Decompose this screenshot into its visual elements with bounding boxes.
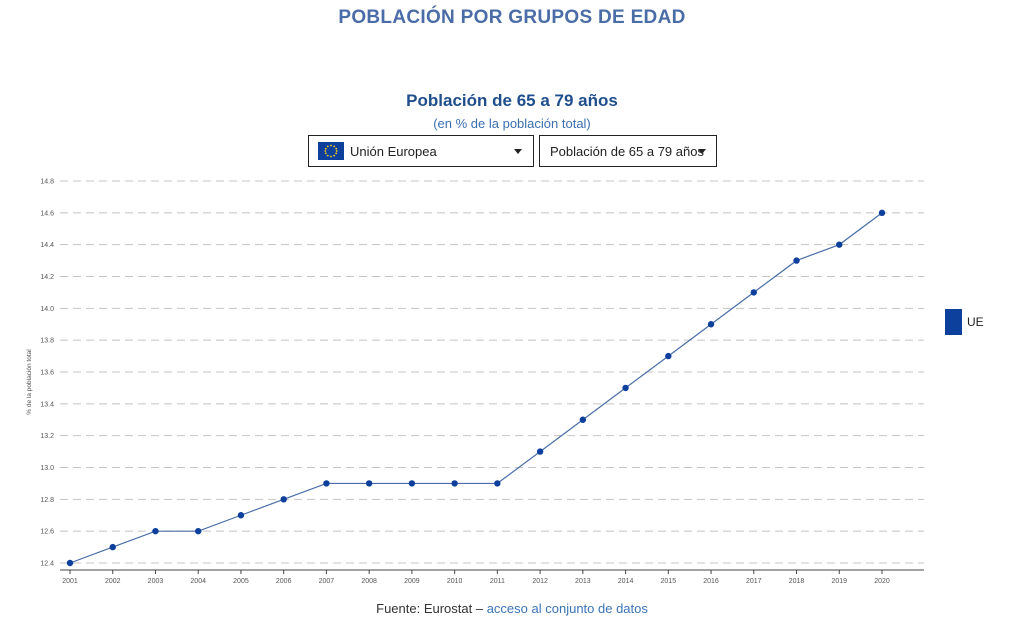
country-dropdown-label: Unión Europea [350,143,437,159]
y-tick-label: 12.4 [40,561,54,568]
series-line-ue [69,212,883,564]
x-tick-label: 2012 [532,578,548,585]
data-point [793,257,800,264]
dataset-link[interactable]: acceso al conjunto de datos [486,601,648,616]
y-tick-label: 14.0 [40,306,54,313]
data-point [66,559,74,567]
x-tick-label: 2010 [447,578,463,585]
x-tick-label: 2008 [361,578,377,585]
x-tick-label: 2016 [703,578,719,585]
y-tick-label: 14.4 [40,242,54,249]
data-point [622,384,629,392]
source-line: Fuente: Eurostat – acceso al conjunto de… [0,601,1024,616]
indicator-dropdown-label: Población de 65 a 79 años [550,143,704,159]
x-tick-label: 2007 [319,578,335,585]
y-tick-label: 13.8 [40,338,54,345]
data-point [836,241,843,248]
x-tick-label: 2013 [575,578,591,585]
y-tick-label: 13.6 [40,370,54,377]
x-tick-label: 2006 [276,578,292,585]
x-tick-label: 2002 [105,578,121,585]
data-point [280,496,287,503]
legend-label: UE [967,315,984,329]
data-point [579,416,587,423]
eu-flag-icon [318,142,344,160]
x-tick-label: 2009 [404,578,420,585]
data-point [408,480,416,487]
y-tick-label: 13.4 [40,401,54,408]
y-tick-label: 13.2 [40,433,54,440]
x-tick-label: 2014 [618,578,634,585]
data-point [109,543,116,551]
chart-title: Población de 65 a 79 años [406,91,618,110]
data-point [323,480,330,487]
x-tick-label: 2018 [789,578,805,585]
y-tick-label: 12.6 [40,529,54,536]
page-heading: POBLACIÓN POR GRUPOS DE EDAD [338,7,686,28]
x-tick-label: 2015 [661,578,677,585]
data-point [750,289,757,296]
data-point [195,527,202,535]
x-tick-label: 2011 [490,578,505,585]
data-point [878,209,886,217]
y-tick-label: 14.6 [40,210,54,217]
x-tick-label: 2004 [190,578,206,585]
y-tick-label: 14.8 [40,179,54,186]
y-tick-label: 12.8 [40,497,54,504]
x-tick-label: 2017 [746,578,762,585]
data-point [707,321,715,328]
data-point [494,480,501,487]
legend-swatch [945,309,962,335]
data-point [536,448,544,455]
y-axis-label: % de la población total [26,349,33,415]
x-tick-label: 2003 [148,578,164,585]
y-tick-label: 14.2 [40,274,54,281]
x-tick-label: 2020 [874,578,890,585]
x-tick-label: 2001 [62,578,78,585]
x-tick-label: 2005 [233,578,249,585]
data-point [152,527,159,535]
chevron-down-icon [514,149,522,154]
source-prefix: Fuente: Eurostat – [376,601,484,616]
y-tick-label: 13.0 [40,465,54,472]
indicator-dropdown[interactable]: Población de 65 a 79 años [539,135,717,167]
chart-subtitle: (en % de la población total) [433,116,591,131]
country-dropdown[interactable]: Unión Europea [308,135,534,167]
data-point [665,352,672,360]
legend-item-ue[interactable]: UE [945,309,984,335]
chevron-down-icon [698,149,706,154]
data-point [451,480,458,487]
data-point [365,480,373,487]
data-point [237,512,245,519]
x-tick-label: 2019 [831,578,847,585]
